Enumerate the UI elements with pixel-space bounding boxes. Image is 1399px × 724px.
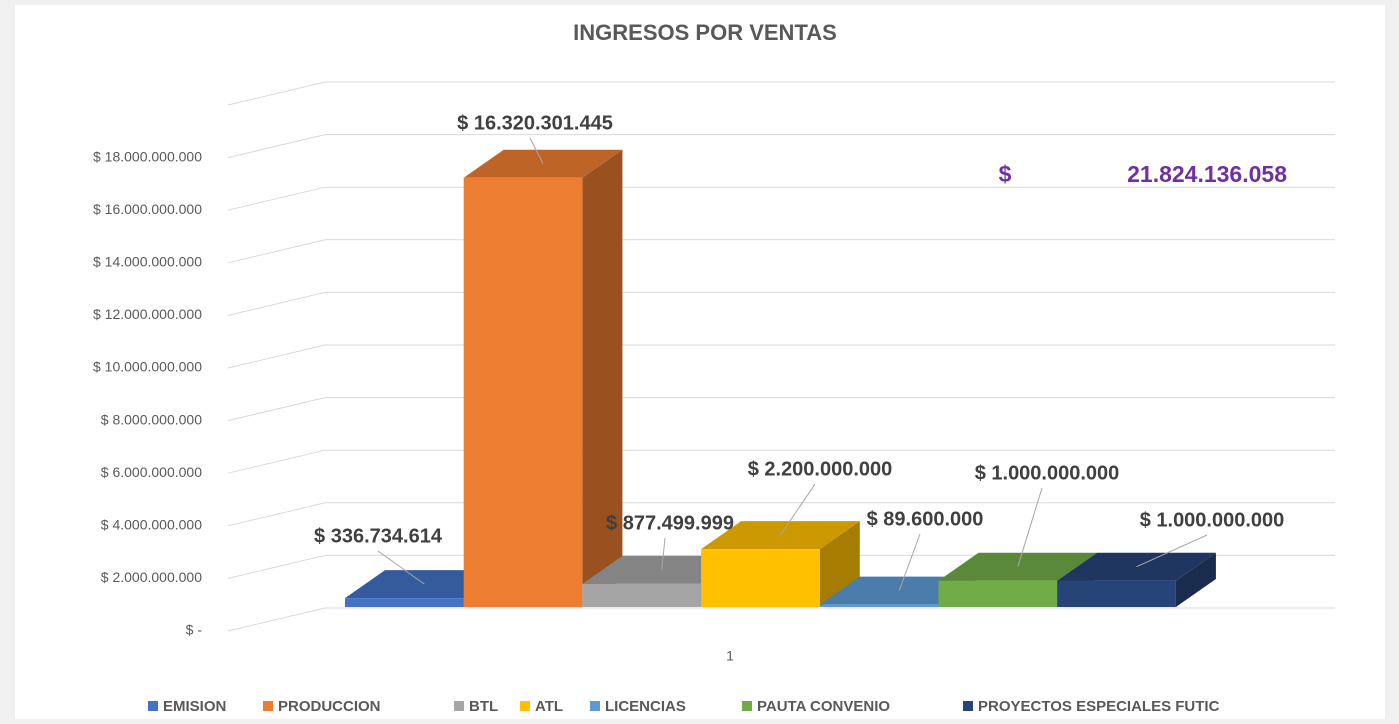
data-label: $ 336.734.614 xyxy=(314,525,443,547)
data-label: $ 89.600.000 xyxy=(867,508,984,530)
legend-swatch xyxy=(148,701,158,711)
data-label: $ 2.200.000.000 xyxy=(748,458,893,480)
y-tick-label: $ 10.000.000.000 xyxy=(93,359,202,375)
bar-top xyxy=(701,521,860,550)
annotation: $ xyxy=(999,161,1012,187)
leader-line xyxy=(1136,534,1208,568)
legend-swatch xyxy=(590,701,600,711)
grid-line xyxy=(227,239,1335,264)
grid-line xyxy=(227,449,1335,474)
grid-line xyxy=(227,607,1335,632)
wall-edge xyxy=(227,81,1335,106)
data-label: $ 877.499.999 xyxy=(606,512,734,534)
bar-side xyxy=(582,149,623,608)
leader-line xyxy=(898,533,921,591)
grid-line xyxy=(227,186,1335,211)
legend-swatch xyxy=(454,701,464,711)
bar xyxy=(582,583,702,607)
legend-label: LICENCIAS xyxy=(605,698,686,715)
bar xyxy=(345,598,464,607)
chart-title: INGRESOS POR VENTAS xyxy=(573,20,837,45)
y-tick-label: $ 14.000.000.000 xyxy=(93,254,202,270)
y-tick-label: $ - xyxy=(186,622,203,638)
legend-label: PRODUCCION xyxy=(278,698,381,715)
grid-line xyxy=(227,397,1335,422)
bar-top xyxy=(463,149,623,178)
y-tick-label: $ 2.000.000.000 xyxy=(101,569,202,585)
y-tick-label: $ 18.000.000.000 xyxy=(93,148,202,164)
legend-label: ATL xyxy=(535,698,563,715)
grid-line xyxy=(227,502,1335,527)
grid-line xyxy=(227,344,1335,369)
bar xyxy=(819,604,939,607)
bar xyxy=(701,549,820,607)
y-tick-label: $ 16.000.000.000 xyxy=(93,201,202,217)
y-tick-label: $ 4.000.000.000 xyxy=(101,517,202,533)
x-tick-label: 1 xyxy=(726,648,734,664)
legend-label: EMISION xyxy=(163,698,226,715)
leader-line xyxy=(661,537,666,570)
bar-side xyxy=(1175,552,1216,607)
data-label: $ 1.000.000.000 xyxy=(975,462,1120,484)
data-label: $ 16.320.301.445 xyxy=(457,112,613,134)
legend-swatch xyxy=(263,701,273,711)
legend-label: PAUTA CONVENIO xyxy=(757,698,890,715)
bar xyxy=(1057,580,1176,607)
bar xyxy=(463,177,583,608)
grid-line xyxy=(227,134,1335,159)
leader-line xyxy=(780,483,816,536)
leader-line xyxy=(1017,487,1043,567)
data-label: $ 1.000.000.000 xyxy=(1140,509,1285,531)
y-tick-label: $ 8.000.000.000 xyxy=(101,411,202,427)
y-tick-label: $ 6.000.000.000 xyxy=(101,464,202,480)
legend-label: PROYECTOS ESPECIALES FUTIC xyxy=(978,698,1220,715)
leader-line xyxy=(529,137,544,165)
leader-line xyxy=(377,550,425,585)
legend-label: BTL xyxy=(469,698,498,715)
chart-area xyxy=(15,5,1385,719)
grid-line xyxy=(227,291,1335,316)
legend-swatch xyxy=(520,701,530,711)
legend-swatch xyxy=(963,701,973,711)
y-tick-label: $ 12.000.000.000 xyxy=(93,306,202,322)
bar xyxy=(938,580,1058,607)
legend-swatch xyxy=(742,701,752,711)
annotation: 21.824.136.058 xyxy=(1127,161,1287,187)
